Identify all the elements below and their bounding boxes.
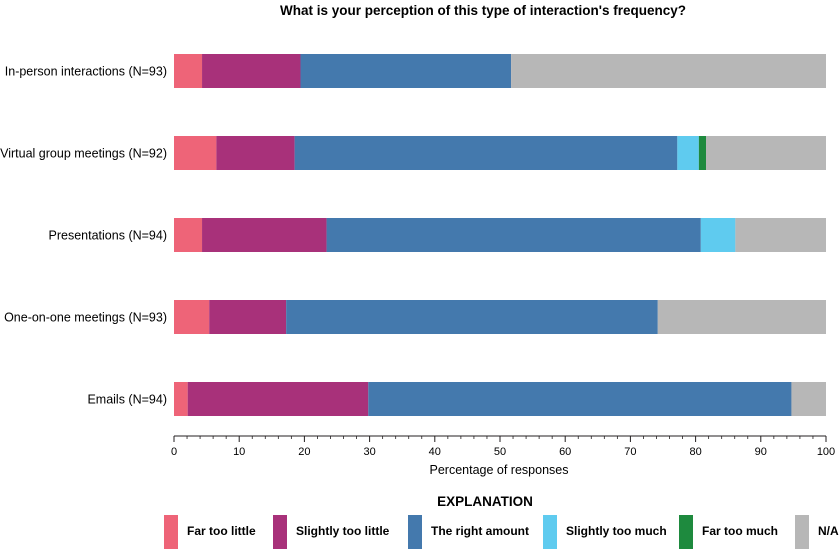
bar-segment-slightly-too-little-3 (202, 218, 327, 252)
bar-segment-n-a-2 (706, 136, 826, 170)
category-label: Presentations (N=94) (49, 229, 167, 243)
legend-swatch-slightly-too-little (273, 515, 287, 549)
x-axis: 0 10 20 30 40 50 60 70 80 90 100 (171, 435, 835, 458)
legend-swatch-the-right-amount (408, 515, 422, 549)
legend-title: EXPLANATION (437, 494, 533, 509)
legend-label-far-too-much: Far too much (702, 524, 778, 538)
bars-layer (174, 54, 826, 416)
legend-swatch-far-too-little (164, 515, 178, 549)
legend-label-the-right-amount: The right amount (431, 524, 529, 538)
bar-segment-slightly-too-little-2 (216, 136, 295, 170)
category-labels: In-person interactions (N=93) Virtual gro… (0, 65, 167, 407)
bar-segment-far-too-little-5 (174, 382, 188, 416)
category-label: In-person interactions (N=93) (5, 65, 167, 79)
x-tick-label: 60 (559, 446, 571, 458)
bar-segment-slightly-too-much-3 (700, 218, 736, 252)
x-tick-label: 30 (363, 446, 375, 458)
x-tick-label: 0 (171, 446, 177, 458)
category-label: Emails (N=94) (87, 393, 167, 407)
bar-segment-far-too-little-4 (174, 300, 210, 334)
bar-segment-the-right-amount-4 (286, 300, 658, 334)
bar-segment-slightly-too-little-5 (187, 382, 369, 416)
x-tick-label: 10 (233, 446, 245, 458)
bar-segment-the-right-amount-2 (294, 136, 678, 170)
bar-segment-the-right-amount-5 (368, 382, 792, 416)
legend-label-far-too-little: Far too little (187, 524, 256, 538)
bar-segment-n-a-1 (511, 54, 826, 88)
bar-segment-n-a-3 (735, 218, 826, 252)
legend-swatch-far-too-much (679, 515, 693, 549)
x-tick-label: 50 (494, 446, 506, 458)
bar-segment-slightly-too-much-2 (677, 136, 699, 170)
x-tick-label: 20 (298, 446, 310, 458)
x-tick-label: 40 (429, 446, 441, 458)
x-tick-label: 100 (817, 446, 835, 458)
bar-segment-n-a-4 (657, 300, 826, 334)
bar-segment-slightly-too-little-1 (202, 54, 301, 88)
bar-segment-far-too-little-2 (174, 136, 217, 170)
x-tick-label: 90 (755, 446, 767, 458)
chart-title: What is your perception of this type of … (280, 3, 686, 18)
legend-swatch-n-a (795, 515, 809, 549)
legend: Far too little Slightly too little The rig… (164, 515, 839, 549)
x-axis-title: Percentage of responses (430, 463, 569, 477)
bar-segment-far-too-little-3 (174, 218, 203, 252)
bar-segment-far-too-little-1 (174, 54, 203, 88)
bar-segment-slightly-too-little-4 (209, 300, 287, 334)
legend-label-slightly-too-little: Slightly too little (296, 524, 390, 538)
legend-label-n-a: N/A (818, 524, 839, 538)
bar-segment-the-right-amount-3 (326, 218, 701, 252)
bar-segment-far-too-much-2 (698, 136, 707, 170)
bar-segment-n-a-5 (791, 382, 826, 416)
bar-segment-the-right-amount-1 (300, 54, 512, 88)
legend-label-slightly-too-much: Slightly too much (566, 524, 667, 538)
legend-swatch-slightly-too-much (543, 515, 557, 549)
x-tick-label: 80 (689, 446, 701, 458)
category-label: One-on-one meetings (N=93) (4, 311, 167, 325)
x-tick-label: 70 (624, 446, 636, 458)
category-label: Virtual group meetings (N=92) (0, 147, 167, 161)
